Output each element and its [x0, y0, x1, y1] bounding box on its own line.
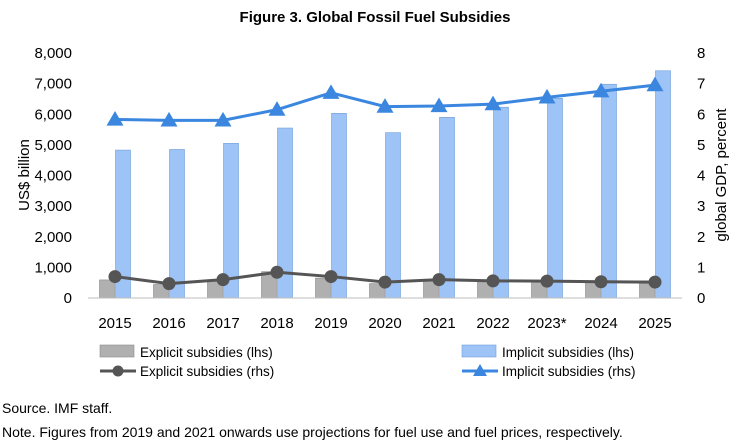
right-axis-title: global GDP, percent — [713, 108, 730, 242]
x-axis-tick-label: 2017 — [206, 315, 239, 332]
right-axis-tick-label: 7 — [697, 76, 705, 93]
x-axis-tick-label: 2021 — [422, 315, 455, 332]
explicit-subsidies-rhs-point — [486, 274, 500, 288]
implicit-subsidies-bar — [601, 83, 617, 299]
explicit-subsidies-rhs-point — [594, 275, 608, 289]
left-axis-tick-label: 2,000 — [34, 229, 72, 246]
x-axis-tick-label: 2023* — [527, 315, 566, 332]
implicit-subsidies-rhs-point — [214, 111, 232, 127]
line-series-group — [106, 76, 664, 291]
right-axis-tick-label: 3 — [697, 198, 705, 215]
x-axis-tick-label: 2025 — [638, 315, 671, 332]
implicit-subsidies-bar — [169, 149, 185, 299]
legend-label-explicit-subsidies-rhs: Explicit subsidies (rhs) — [140, 364, 274, 379]
source-note: Source. IMF staff. — [2, 400, 112, 416]
implicit-subsidies-rhs-point — [430, 97, 448, 113]
legend: Explicit subsidies (lhs) Implicit subsidi… — [99, 344, 636, 379]
implicit-subsidies-rhs-point — [538, 88, 556, 104]
implicit-subsidies-rhs-point — [106, 110, 124, 126]
explicit-subsidies-rhs-point — [270, 265, 284, 279]
implicit-subsidies-rhs-point — [376, 98, 394, 113]
legend-swatch-explicit-subsidies-lhs — [99, 344, 135, 358]
legend-marker-implicit-subsidies-rhs — [473, 364, 487, 377]
left-axis-tick-label: 1,000 — [34, 259, 72, 276]
left-axis-tick-label: 5,000 — [34, 137, 72, 154]
implicit-subsidies-bar — [655, 70, 671, 299]
explicit-subsidies-rhs-point — [108, 270, 122, 284]
explicit-subsidies-bar — [99, 279, 115, 299]
implicit-subsidies-rhs-point — [592, 82, 610, 98]
x-axis-tick-label: 2022 — [476, 315, 509, 332]
implicit-subsidies-rhs-point — [646, 76, 664, 92]
explicit-subsidies-rhs-point — [324, 270, 338, 284]
left-axis-tick-label: 6,000 — [34, 106, 72, 123]
implicit-subsidies-bar — [331, 113, 347, 299]
left-axis-tick-labels: 0 1,000 2,000 3,000 4,000 5,000 6,000 7,000 8,00… — [34, 45, 72, 307]
right-axis-tick-label: 4 — [697, 168, 705, 185]
legend-label-explicit-subsidies-lhs: Explicit subsidies (lhs) — [140, 345, 273, 360]
x-axis-tick-labels: 2015 2016 2017 2018 2019 2020 2021 2022 2023* 202… — [98, 315, 671, 332]
legend-label-implicit-subsidies-rhs: Implicit subsidies (rhs) — [502, 364, 636, 379]
left-axis-tick-label: 8,000 — [34, 45, 72, 62]
footnote: Note. Figures from 2019 and 2021 onwards… — [2, 424, 623, 440]
explicit-subsidies-rhs-point — [378, 275, 392, 289]
implicit-subsidies-rhs-point — [160, 111, 178, 127]
implicit-subsidies-bar — [547, 98, 563, 299]
x-axis-tick-label: 2019 — [314, 315, 347, 332]
x-axis-tick-label: 2020 — [368, 315, 401, 332]
legend-label-implicit-subsidies-lhs: Implicit subsidies (lhs) — [502, 345, 634, 360]
implicit-subsidies-bar — [439, 117, 455, 299]
x-axis-tick-label: 2018 — [260, 315, 293, 332]
x-axis-tick-label: 2016 — [152, 315, 185, 332]
implicit-subsidies-bar — [493, 106, 509, 299]
right-axis-tick-label: 0 — [697, 290, 705, 307]
left-axis-tick-label: 0 — [64, 290, 72, 307]
x-axis-tick-label: 2015 — [98, 315, 131, 332]
legend-swatch-implicit-subsidies-lhs — [461, 344, 497, 358]
right-axis-tick-label: 8 — [697, 45, 705, 62]
explicit-subsidies-rhs-point — [216, 273, 230, 287]
right-axis-tick-label: 5 — [697, 137, 705, 154]
explicit-subsidies-rhs-point — [648, 275, 662, 289]
x-axis-tick-label: 2024 — [584, 315, 617, 332]
explicit-subsidies-rhs-point — [162, 277, 176, 291]
left-axis-tick-label: 4,000 — [34, 168, 72, 185]
implicit-bars-group — [115, 70, 671, 299]
left-axis-title: US$ billion — [16, 139, 33, 211]
implicit-subsidies-rhs-point — [268, 101, 286, 116]
left-axis-tick-label: 3,000 — [34, 198, 72, 215]
right-axis-tick-label: 2 — [697, 229, 705, 246]
right-axis-tick-label: 1 — [697, 259, 705, 276]
left-axis-tick-label: 7,000 — [34, 76, 72, 93]
chart-title: Figure 3. Global Fossil Fuel Subsidies — [240, 9, 511, 26]
implicit-subsidies-rhs-point — [484, 95, 502, 111]
explicit-subsidies-rhs-point — [432, 273, 446, 287]
legend-marker-explicit-subsidies-rhs — [112, 365, 124, 377]
explicit-subsidies-rhs-point — [540, 274, 554, 288]
right-axis-tick-labels: 0 1 2 3 4 5 6 7 8 — [697, 45, 705, 307]
implicit-subsidies-bar — [385, 132, 401, 299]
right-axis-tick-label: 6 — [697, 106, 705, 123]
implicit-subsidies-rhs-point — [322, 84, 340, 99]
